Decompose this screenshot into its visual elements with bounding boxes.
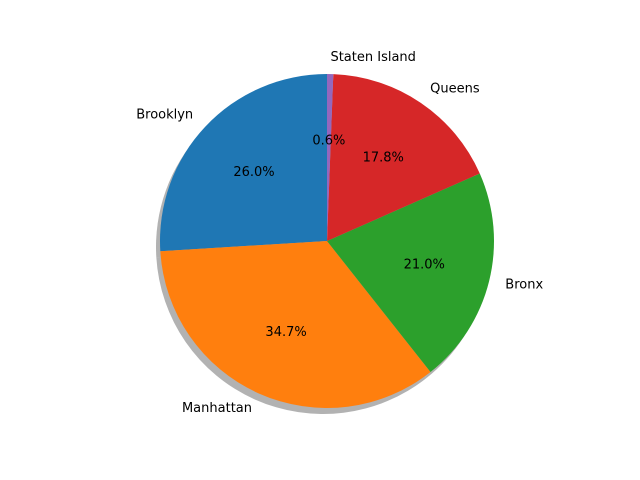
slice-label-bronx: Bronx [505, 278, 543, 293]
pie-slices [159, 74, 495, 408]
pie-labels: Brooklyn 26.0% Manhattan 34.7% Bronx 21.0% Que… [136, 50, 543, 416]
slice-label-manhattan: Manhattan [182, 401, 252, 416]
slice-label-brooklyn: Brooklyn [136, 108, 193, 123]
pie-slice-bronx [327, 173, 495, 373]
pct-label-brooklyn: 26.0% [233, 165, 274, 180]
pct-label-bronx: 21.0% [404, 258, 445, 273]
pct-label-staten-island: 0.6% [312, 133, 345, 148]
pct-label-queens: 17.8% [363, 151, 404, 166]
pct-label-manhattan: 34.7% [265, 325, 306, 340]
pie-slice-staten-island [327, 74, 334, 241]
slice-label-staten-island: Staten Island [330, 50, 415, 65]
pie-slice-queens [327, 74, 480, 242]
slice-label-queens: Queens [430, 82, 480, 97]
pie-slice-manhattan [160, 241, 431, 408]
pie-slice-brooklyn [159, 74, 327, 252]
